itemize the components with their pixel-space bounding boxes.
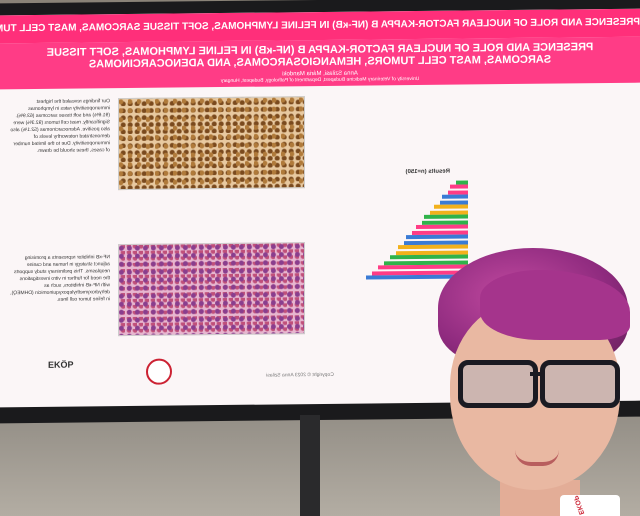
histology-image-1 [118,96,305,191]
bar [406,234,468,240]
histology-image-2 [118,242,305,337]
bar [442,194,468,199]
glasses-icon [458,360,620,408]
poster-header: PRESENCE AND ROLE OF NUCLEAR FACTOR-KAPP… [0,36,640,90]
smile [515,450,559,466]
poster-column-left: Our findings revealed the highest immuno… [10,98,111,154]
bar [450,184,468,189]
university-seal-icon [146,358,172,385]
results-heading: Results (n=150) [405,168,450,176]
poster-column-conclusion: NF-κB inhibitor represents a promising a… [10,254,110,303]
poster-title: PRESENCE AND ROLE OF NUCLEAR FACTOR-KAPP… [46,41,594,71]
monitor-stand [300,415,320,516]
poster-logos: EKÖP [48,358,208,390]
poster-footer: Copyright © 2023 Anna Szilasi [266,371,334,379]
bar [416,224,468,229]
person-selfie: EKOP [420,240,640,516]
bar [434,204,468,209]
ekop-logo: EKÖP [48,359,74,370]
name-badge [560,495,620,516]
bar [424,214,468,219]
